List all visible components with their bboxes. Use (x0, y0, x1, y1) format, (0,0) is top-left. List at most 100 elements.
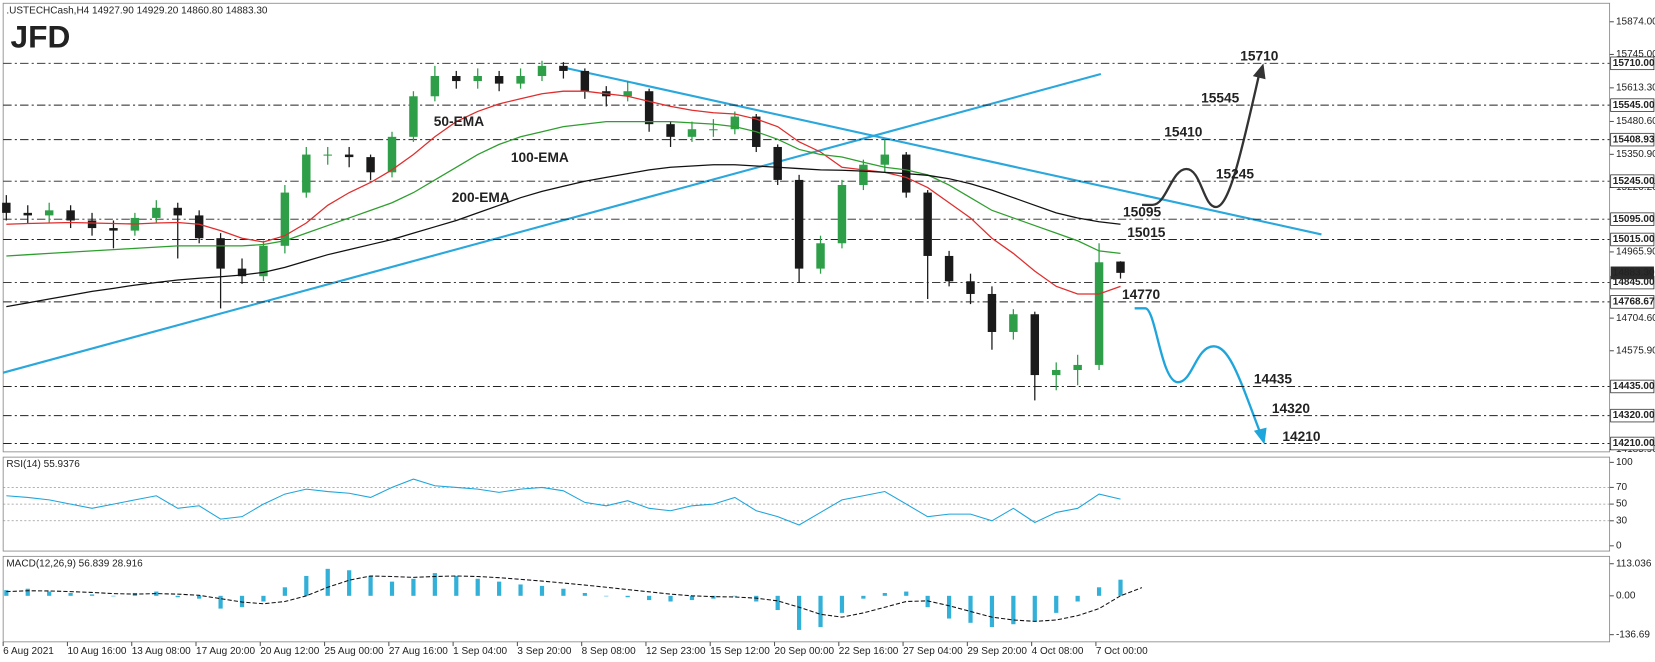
x-tick-label: 20 Aug 12:00 (260, 646, 319, 657)
y-tick-label: 14965.90 (1616, 247, 1655, 258)
candle-body (794, 179, 804, 269)
level-label: 14435.00 (1613, 381, 1655, 392)
macd-bar (389, 581, 395, 596)
candle-body (987, 293, 997, 332)
scenario-label: 14770 (1122, 287, 1161, 302)
candle-body (880, 154, 890, 165)
y-tick-label: 0.00 (1616, 590, 1636, 601)
x-tick-label: 27 Sep 04:00 (903, 646, 963, 657)
macd-bar (411, 578, 416, 596)
candle-body (859, 164, 868, 185)
macd-bar (732, 595, 737, 597)
macd-bar (861, 595, 866, 599)
scenario-label: 15710 (1240, 49, 1279, 64)
macd-bar (304, 575, 309, 596)
macd-bar (989, 595, 995, 628)
level-box (1610, 232, 1655, 247)
x-tick-label: 12 Sep 23:00 (646, 646, 706, 657)
candle-body (66, 210, 75, 221)
macd-bar (89, 594, 95, 596)
x-tick-label: 8 Sep 08:00 (582, 646, 636, 657)
ema-line (6, 90, 1121, 295)
candle-body (730, 116, 740, 130)
candle-body (559, 65, 568, 71)
candle-body (816, 243, 825, 269)
level-box (1610, 56, 1655, 71)
macd-bar (689, 595, 695, 601)
panel-title: MACD(12,26,9) 56.839 28.916 (6, 558, 143, 569)
candle-body (1009, 314, 1018, 332)
arrow-head (1252, 63, 1266, 80)
ema-line (6, 164, 1121, 308)
rsi-line (6, 478, 1121, 526)
level-box (1610, 98, 1655, 112)
macd-bar (711, 595, 716, 599)
panel-title: .USTECHCash,H4 14927.90 14929.20 14860.8… (6, 5, 268, 16)
macd-bar (347, 570, 352, 596)
signal-line (6, 575, 1143, 622)
x-tick-label: 10 Aug 16:00 (67, 646, 126, 657)
macd-bar (197, 595, 202, 599)
scenario-label: 14435 (1254, 372, 1293, 387)
macd-bar (261, 595, 266, 602)
macd-bar (518, 584, 523, 596)
rising-trend-line (2, 72, 1102, 374)
level-box (1610, 379, 1655, 394)
macd-bar (325, 568, 330, 596)
candle-body (1030, 314, 1040, 376)
macd-bar (111, 595, 116, 597)
y-tick-label: 100 (1616, 457, 1633, 468)
macd-bar (539, 585, 545, 596)
y-tick-label: 15745.00 (1616, 49, 1655, 60)
level-box (1610, 174, 1655, 188)
candle-body (923, 192, 932, 256)
ema-label: 50-EMA (434, 114, 484, 129)
macd-bar (818, 595, 823, 628)
candle-body (87, 220, 97, 229)
macd-bar (1011, 595, 1016, 625)
candle-body (773, 146, 782, 180)
candle-body (259, 245, 268, 277)
candle-body (2, 202, 11, 213)
candle-body (323, 154, 332, 156)
candle-body (623, 91, 632, 97)
macd-bar (1075, 595, 1080, 602)
x-tick-label: 13 Aug 08:00 (132, 646, 191, 657)
level-label: 14845.00 (1613, 277, 1655, 288)
macd-bar (475, 578, 480, 596)
candle-body (666, 124, 675, 137)
scenario-label: 14320 (1272, 401, 1311, 416)
macd-bar (925, 595, 930, 608)
macd-bar (946, 595, 952, 619)
macd-bar (582, 592, 587, 596)
macd-bar (454, 575, 459, 596)
candle-body (23, 212, 32, 216)
macd-bar (647, 595, 652, 601)
candle-body (430, 76, 440, 97)
candle-body (344, 154, 354, 158)
x-tick-label: 25 Aug 00:00 (325, 646, 384, 657)
macd-bar (175, 595, 180, 598)
level-box (1610, 295, 1655, 309)
candle-body (44, 210, 54, 216)
y-tick-label: 15480.60 (1616, 116, 1655, 127)
x-tick-label: 29 Sep 20:00 (967, 646, 1027, 657)
macd-bar (282, 587, 287, 596)
level-box (1610, 132, 1655, 147)
candle-body (366, 157, 375, 173)
macd-bar (1118, 579, 1123, 596)
x-tick-label: 27 Aug 16:00 (389, 646, 448, 657)
candle-body (644, 91, 654, 125)
candle-body (494, 76, 504, 84)
level-label: 14210.00 (1613, 438, 1655, 449)
x-tick-label: 1 Sep 04:00 (453, 646, 507, 657)
x-tick-label: 22 Sep 16:00 (839, 646, 899, 657)
logo: JFD (11, 19, 71, 55)
level-label: 15545.00 (1613, 100, 1655, 111)
y-tick-label: 15613.30 (1616, 82, 1655, 93)
candle-body (837, 184, 847, 244)
scenario-label: 15410 (1164, 125, 1203, 140)
level-box (1610, 436, 1655, 451)
